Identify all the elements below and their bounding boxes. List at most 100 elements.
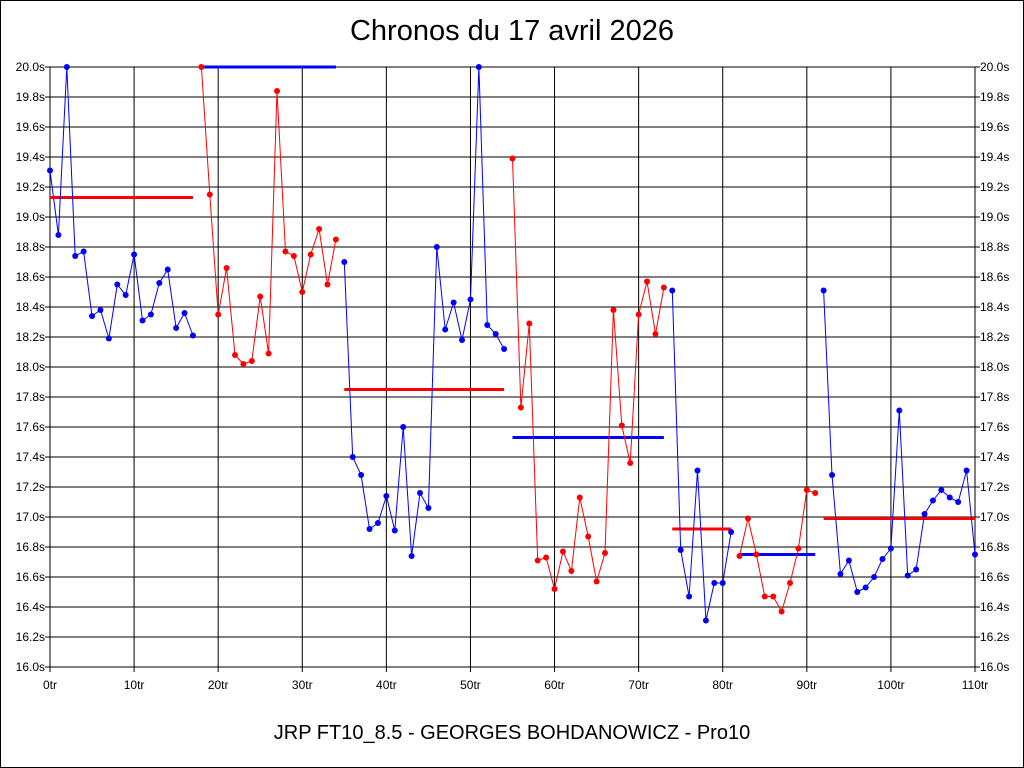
y-tick-label-left: 18.4s [16, 300, 45, 314]
x-tick-label: 50tr [460, 678, 481, 692]
data-point [660, 284, 667, 291]
data-point [803, 487, 810, 493]
data-point [324, 281, 331, 288]
data-point [820, 287, 827, 294]
series-line [49, 66, 194, 339]
data-point [391, 527, 398, 534]
data-point [896, 407, 903, 414]
y-tick-label-left: 19.4s [16, 150, 45, 164]
x-tick-label: 110tr [962, 678, 988, 692]
y-tick-label-left: 19.2s [16, 180, 45, 194]
data-point [467, 296, 474, 303]
data-point [787, 580, 793, 586]
y-tick-label-right: 18.2s [980, 330, 1009, 344]
y-tick-label-left: 16.0s [16, 660, 45, 674]
data-point [955, 499, 962, 505]
data-point [131, 251, 138, 258]
data-point [189, 332, 196, 339]
data-point [374, 520, 381, 526]
data-point [484, 322, 491, 328]
data-point [551, 586, 558, 592]
y-tick-label-left: 16.6s [16, 570, 45, 584]
y-tick-label-left: 20.0s [16, 60, 45, 74]
data-point [938, 487, 945, 493]
data-point [761, 593, 768, 600]
x-tick-label: 20tr [208, 678, 229, 692]
data-point [425, 505, 432, 511]
data-point [610, 307, 617, 313]
data-point [534, 557, 541, 564]
series-line [200, 66, 337, 365]
y-tick-label-left: 17.0s [16, 510, 45, 524]
data-point [711, 580, 718, 586]
x-tick-label: 0tr [43, 678, 57, 692]
data-point [316, 226, 323, 232]
y-tick-label-right: 16.4s [980, 600, 1009, 614]
y-tick-label-left: 17.6s [16, 420, 45, 434]
data-point [282, 248, 289, 255]
x-tick-label: 100tr [877, 678, 904, 692]
plot-area-border [49, 66, 976, 668]
chart-subtitle: JRP FT10_8.5 - GEORGES BOHDANOWICZ - Pro… [273, 722, 751, 744]
data-point [702, 617, 709, 624]
y-tick-label-right: 17.8s [980, 390, 1009, 404]
y-tick-label-left: 18.2s [16, 330, 45, 344]
y-tick-label-right: 19.6s [980, 120, 1009, 134]
data-point [215, 311, 222, 318]
data-point [526, 320, 533, 327]
chart-title: Chronos du 17 avril 2026 [349, 15, 675, 47]
data-point [358, 472, 365, 478]
series-line [343, 66, 505, 557]
data-point [492, 331, 499, 337]
data-point [198, 64, 205, 70]
data-point [341, 259, 348, 265]
data-point [89, 313, 96, 319]
data-point [55, 232, 62, 238]
data-point [559, 548, 566, 555]
y-tick-label-left: 19.8s [16, 90, 45, 104]
data-point [450, 299, 457, 306]
data-point [904, 572, 911, 579]
data-point [677, 547, 684, 553]
data-point [459, 337, 466, 343]
data-point [887, 545, 894, 552]
data-point [644, 278, 651, 285]
y-tick-label-left: 16.8s [16, 540, 45, 554]
data-point [812, 490, 819, 496]
data-point [332, 236, 339, 243]
data-point [770, 593, 777, 600]
data-point [248, 358, 255, 364]
data-point [517, 404, 524, 411]
data-point [618, 422, 625, 429]
data-point [854, 589, 861, 595]
y-tick-label-left: 18.8s [16, 240, 45, 254]
y-tick-label-right: 19.2s [980, 180, 1009, 194]
data-point [744, 515, 751, 522]
y-tick-label-right: 20.0s [980, 60, 1009, 74]
x-tick-label: 70tr [628, 678, 649, 692]
data-point [105, 335, 112, 342]
x-tick-label: 10tr [124, 678, 145, 692]
data-point [417, 490, 423, 496]
data-point [366, 526, 373, 532]
x-tick-label: 90tr [796, 678, 817, 692]
y-tick-label-left: 18.6s [16, 270, 45, 284]
data-point [232, 352, 238, 358]
data-point [114, 281, 121, 288]
data-point [694, 467, 701, 474]
y-tick-label-right: 18.6s [980, 270, 1009, 284]
data-point [349, 454, 356, 460]
data-point [173, 325, 180, 331]
data-point [442, 326, 449, 333]
data-point [509, 155, 516, 162]
data-point [602, 550, 608, 556]
data-point [913, 566, 920, 573]
y-tick-label-right: 17.2s [980, 480, 1009, 494]
data-point [408, 553, 415, 559]
data-point [795, 545, 802, 552]
data-point [652, 331, 659, 337]
data-point [946, 494, 953, 501]
y-tick-label-left: 16.4s [16, 600, 45, 614]
